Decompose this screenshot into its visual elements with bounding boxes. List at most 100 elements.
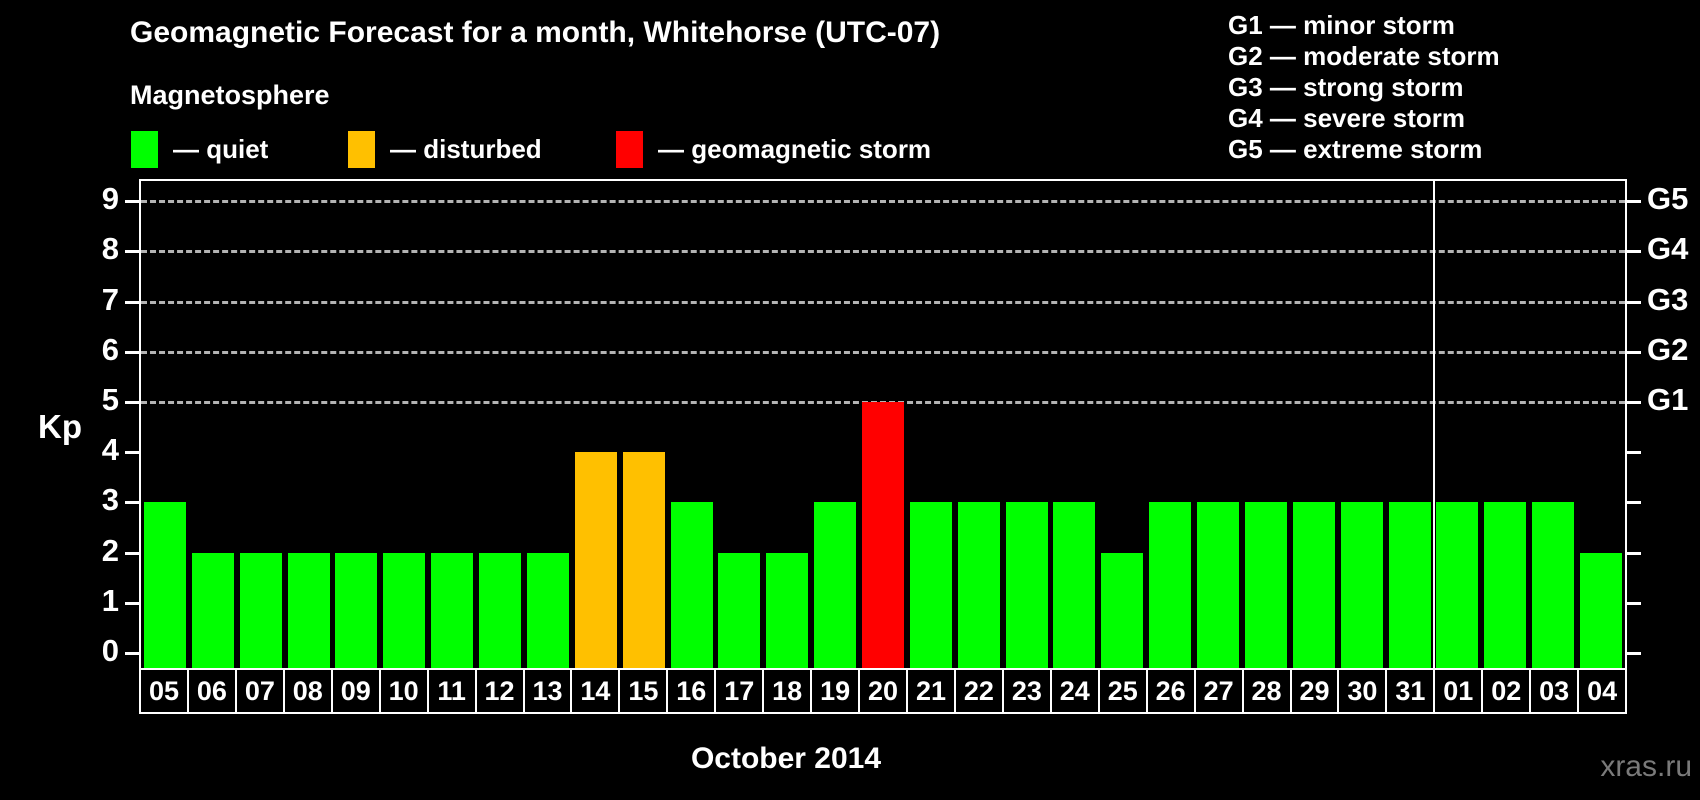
kp-bar-day-26 — [1149, 502, 1192, 668]
kp-bar-day-27 — [1197, 502, 1240, 668]
right-axis-tick — [1627, 200, 1641, 204]
left-axis-tick — [125, 350, 139, 354]
kp-bar-day-10 — [383, 552, 426, 668]
right-axis-tick — [1627, 350, 1641, 354]
day-label-20: 20 — [858, 668, 908, 714]
page-title: Geomagnetic Forecast for a month, Whiteh… — [130, 16, 941, 49]
legend-item-quiet: — quiet — [131, 131, 268, 168]
g-scale-legend-line: G4 — severe storm — [1228, 103, 1466, 133]
disturbed-color-swatch — [348, 131, 375, 168]
kp-bar-day-01 — [1436, 502, 1479, 668]
day-label-23: 23 — [1001, 668, 1052, 714]
day-label-10: 10 — [378, 668, 429, 714]
kp-bar-day-22 — [957, 502, 1000, 668]
kp-bar-day-13 — [526, 552, 569, 668]
kp-bar-day-15 — [622, 452, 665, 668]
kp-tick-label-2: 2 — [101, 532, 119, 568]
g-axis-label-g4: G4 — [1647, 231, 1689, 267]
day-label-22: 22 — [953, 668, 1004, 714]
g-scale-legend-line: G2 — moderate storm — [1228, 41, 1500, 71]
plot-inner — [125, 181, 1641, 668]
right-axis-tick — [1627, 652, 1641, 655]
day-label-24: 24 — [1049, 668, 1100, 714]
right-axis-tick — [1627, 601, 1641, 605]
g-scale-legend: G1 — minor storm G2 — moderate storm G3 — … — [1228, 10, 1500, 165]
g-scale-legend-line: G5 — extreme storm — [1228, 134, 1483, 164]
kp-tick-label-7: 7 — [101, 281, 119, 317]
day-label-18: 18 — [762, 668, 813, 714]
kp-tick-label-0: 0 — [101, 633, 119, 668]
quiet-color-swatch — [131, 131, 158, 168]
kp-bar-day-19 — [814, 502, 857, 668]
gridline-kp7 — [141, 300, 1625, 304]
g-axis-label-g1: G1 — [1647, 382, 1689, 417]
gridline-kp6 — [141, 350, 1625, 354]
kp-bar-day-24 — [1053, 502, 1096, 668]
kp-bar-day-02 — [1484, 502, 1527, 668]
left-axis-tick — [125, 300, 139, 304]
kp-bar-day-05 — [143, 502, 186, 668]
left-axis-tick — [125, 200, 139, 204]
day-label-07: 07 — [234, 668, 285, 714]
kp-bar-day-23 — [1005, 502, 1048, 668]
day-label-21: 21 — [906, 668, 956, 714]
kp-tick-label-5: 5 — [101, 382, 119, 417]
kp-bar-day-07 — [239, 552, 282, 668]
left-axis-tick — [125, 501, 139, 505]
day-label-31: 31 — [1385, 668, 1436, 714]
left-axis-tick — [125, 401, 139, 404]
kp-bar-day-09 — [335, 552, 378, 668]
legend-label: — disturbed — [390, 134, 542, 164]
g-axis-label-g5: G5 — [1647, 181, 1689, 217]
legend-item-storm: — geomagnetic storm — [616, 131, 931, 168]
day-label-12: 12 — [474, 668, 525, 714]
day-label-04: 04 — [1577, 668, 1628, 714]
kp-bar-day-20 — [862, 402, 904, 668]
left-axis-tick — [125, 652, 139, 655]
day-label-11: 11 — [426, 668, 477, 714]
day-label-05: 05 — [139, 668, 189, 714]
day-label-17: 17 — [714, 668, 765, 714]
right-axis-tick — [1627, 250, 1641, 254]
right-axis-tick — [1627, 451, 1641, 455]
kp-bar-day-03 — [1532, 502, 1575, 668]
kp-bar-day-21 — [909, 502, 952, 668]
magnetosphere-subtitle: Magnetosphere — [130, 80, 330, 110]
kp-tick-label-3: 3 — [101, 482, 119, 518]
kp-tick-label-1: 1 — [101, 582, 119, 618]
day-label-16: 16 — [666, 668, 717, 714]
kp-tick-label-6: 6 — [101, 331, 119, 367]
day-label-09: 09 — [330, 668, 381, 714]
day-label-25: 25 — [1097, 668, 1148, 714]
storm-color-swatch — [616, 131, 643, 168]
gridline-kp9 — [141, 200, 1625, 204]
kp-bar-day-18 — [766, 552, 809, 668]
g-axis-label-g3: G3 — [1647, 281, 1689, 317]
day-label-08: 08 — [282, 668, 333, 714]
plot-area — [125, 179, 1641, 670]
kp-axis-title: Kp — [38, 408, 82, 445]
kp-bar-day-29 — [1292, 502, 1335, 668]
kp-bar-day-11 — [431, 552, 474, 668]
day-label-15: 15 — [618, 668, 669, 714]
g-axis-label-g2: G2 — [1647, 331, 1689, 367]
kp-tick-label-4: 4 — [101, 432, 119, 468]
right-axis-tick — [1627, 501, 1641, 505]
day-label-02: 02 — [1481, 668, 1532, 714]
gridline-kp8 — [141, 250, 1625, 254]
day-label-13: 13 — [522, 668, 573, 714]
right-axis-tick — [1627, 300, 1641, 304]
left-axis-tick — [125, 451, 139, 455]
kp-bar-day-17 — [718, 552, 761, 668]
left-axis-tick — [125, 250, 139, 254]
day-label-29: 29 — [1289, 668, 1340, 714]
day-label-06: 06 — [186, 668, 237, 714]
day-axis-row: 05 06 07 08 09 10 11 12 13 14 15 16 17 18 19 20 21 22 23 24… — [139, 668, 1628, 714]
month-separator-line — [1432, 181, 1435, 668]
day-label-28: 28 — [1241, 668, 1292, 714]
left-axis-tick — [125, 551, 139, 555]
kp-bar-day-14 — [574, 452, 617, 668]
legend-item-disturbed: — disturbed — [348, 131, 542, 168]
kp-tick-label-9: 9 — [101, 181, 119, 217]
kp-bar-day-12 — [479, 552, 522, 668]
